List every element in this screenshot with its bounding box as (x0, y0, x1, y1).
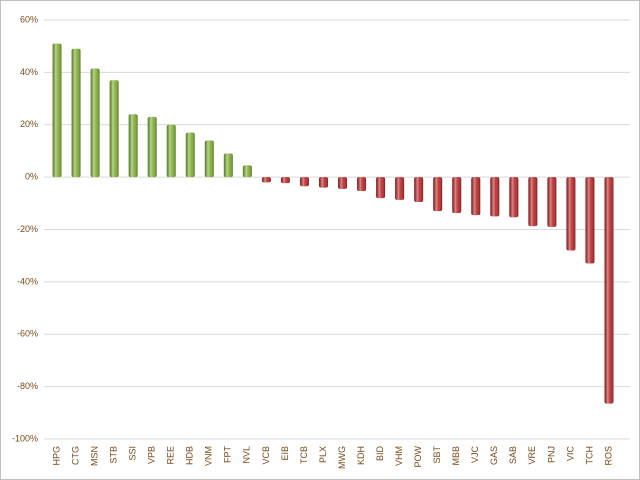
x-tick-label: POW (413, 445, 423, 467)
x-tick-label: PNJ (546, 446, 556, 463)
bar-shine (128, 114, 138, 178)
x-tick-label: PLX (318, 446, 328, 463)
x-tick-label: NVL (242, 446, 252, 464)
bar-shine (280, 177, 290, 184)
bar-shine (71, 48, 81, 178)
x-tick-label: REE (166, 446, 176, 465)
bar-shine (585, 177, 595, 264)
bar-shine (376, 177, 386, 199)
bar-shine (147, 116, 157, 178)
x-tick-label: TCB (299, 446, 309, 464)
bar-shine (242, 165, 252, 178)
bar-shine (566, 177, 576, 251)
x-tick-label: MSN (89, 446, 99, 466)
x-tick-label: STB (108, 446, 118, 464)
x-tick-label: VHM (394, 446, 404, 466)
bar-shine (185, 132, 195, 178)
x-tick-label: CTG (70, 446, 80, 465)
x-tick-label: VJC (470, 446, 480, 464)
bar-shine (604, 177, 614, 404)
bar-shine (471, 177, 481, 216)
x-tick-label: MWG (337, 446, 347, 469)
x-tick-label: SAB (508, 446, 518, 464)
bar-shine (357, 177, 367, 192)
bar-shine (490, 177, 500, 217)
bar-shine (109, 80, 119, 178)
bar-shine (452, 177, 462, 214)
bar-shine (528, 177, 538, 227)
x-tick-label: VPB (147, 446, 157, 464)
y-tick-label: -40% (17, 276, 38, 286)
bar-shine (223, 153, 233, 178)
y-tick-label: -60% (17, 329, 38, 339)
y-tick-label: 40% (20, 67, 38, 77)
bar-shine (261, 177, 271, 183)
y-tick-label: 60% (20, 14, 38, 24)
y-tick-label: 20% (20, 119, 38, 129)
x-tick-label: VRE (527, 446, 537, 465)
x-tick-label: HPG (51, 446, 61, 466)
y-tick-label: -80% (17, 381, 38, 391)
y-tick-label: -20% (17, 224, 38, 234)
bar-shine (547, 177, 557, 227)
bar-shine (318, 177, 328, 188)
x-tick-label: ROS (603, 446, 613, 466)
y-tick-label: 0% (25, 172, 38, 182)
bar-shine (338, 177, 348, 189)
x-tick-label: KDH (356, 446, 366, 465)
x-tick-label: FPT (223, 445, 233, 463)
bar-shine (414, 177, 424, 203)
bar-shine (433, 177, 443, 212)
x-tick-label: MBB (451, 446, 461, 466)
x-tick-label: SSI (128, 446, 138, 461)
x-tick-label: BID (375, 446, 385, 462)
x-tick-label: VNM (204, 446, 214, 466)
bar-shine (509, 177, 519, 218)
x-tick-label: VCB (261, 446, 271, 465)
bar-shine (395, 177, 405, 200)
bar-shine (204, 140, 214, 178)
bar-shine (299, 177, 309, 187)
x-tick-label: SBT (432, 446, 442, 464)
x-tick-label: GAS (489, 446, 499, 465)
x-tick-label: EIB (280, 446, 290, 461)
bar-shine (52, 43, 62, 178)
x-tick-label: HDB (185, 446, 195, 465)
y-tick-label: -100% (12, 433, 38, 443)
x-tick-label: TCH (584, 446, 594, 465)
bar-shine (166, 124, 176, 178)
bar-shine (90, 68, 100, 178)
x-tick-label: VIC (565, 446, 575, 462)
